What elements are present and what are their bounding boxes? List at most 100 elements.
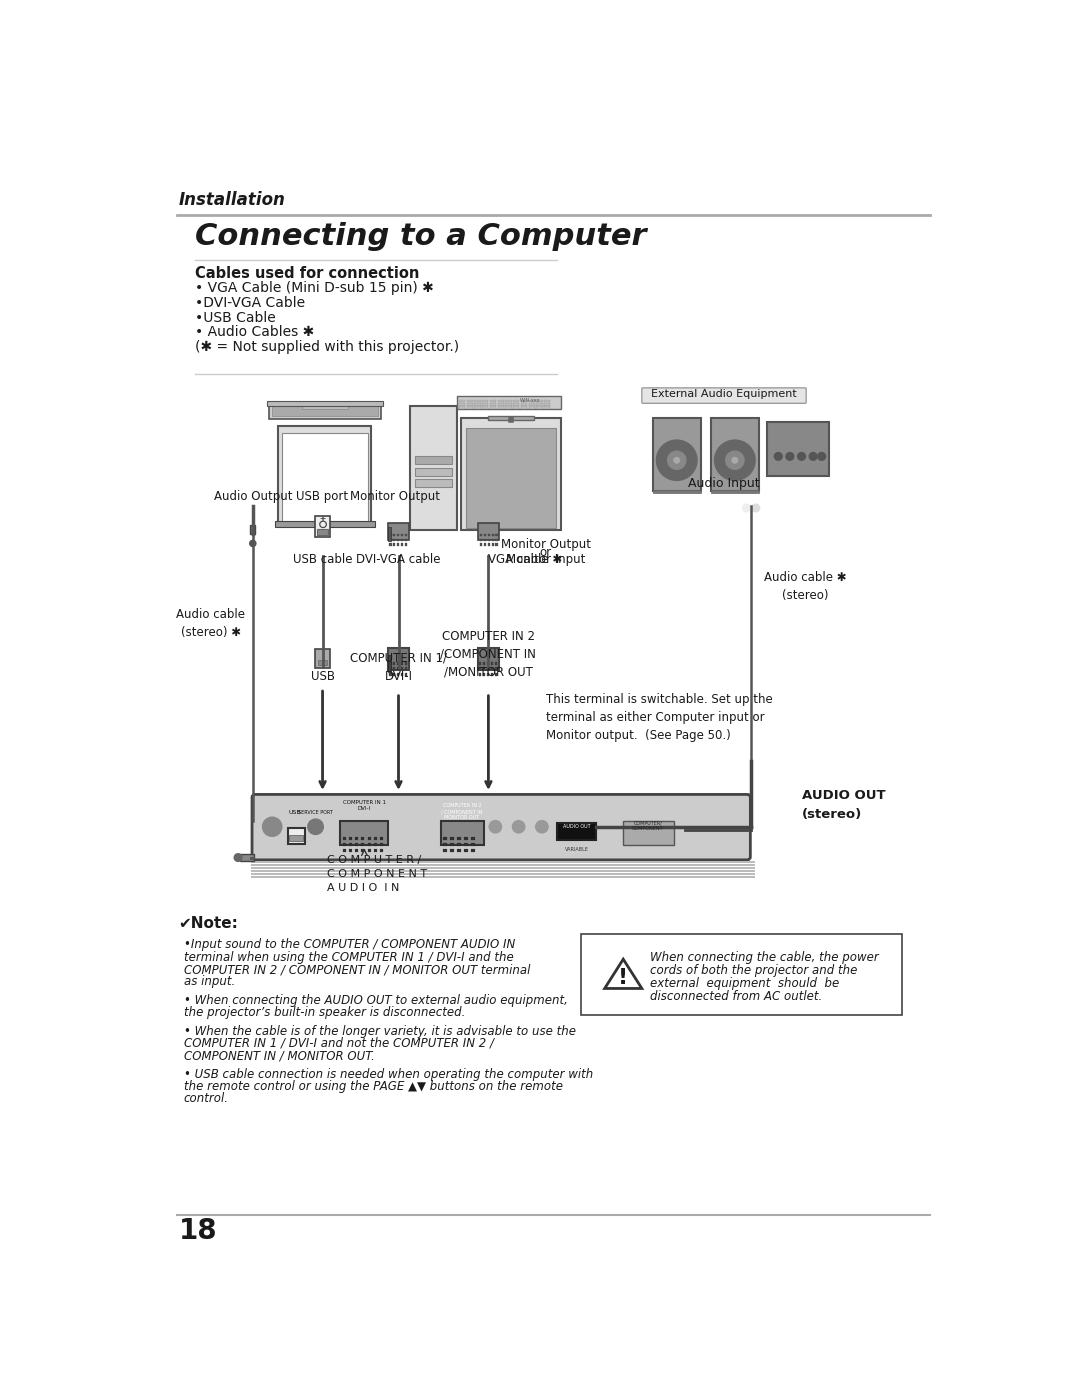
Bar: [557, 823, 596, 840]
Circle shape: [512, 820, 525, 833]
Bar: [389, 543, 392, 546]
Bar: [444, 837, 447, 840]
Bar: [480, 668, 482, 671]
Bar: [342, 849, 346, 852]
Bar: [490, 662, 494, 665]
Bar: [393, 673, 395, 676]
Circle shape: [234, 854, 242, 862]
Bar: [496, 543, 498, 546]
Text: external  equipment  should  be: external equipment should be: [650, 977, 839, 990]
Bar: [444, 849, 447, 852]
Text: VGA cable ✱: VGA cable ✱: [488, 553, 563, 566]
Bar: [405, 534, 407, 536]
Circle shape: [809, 453, 816, 460]
Text: control.: control.: [184, 1092, 229, 1105]
Circle shape: [262, 817, 282, 835]
Bar: [301, 402, 348, 409]
Bar: [349, 849, 352, 852]
Bar: [491, 534, 494, 536]
Bar: [537, 404, 542, 405]
Bar: [401, 662, 403, 665]
Circle shape: [667, 451, 686, 469]
Text: • When connecting the AUDIO OUT to external audio equipment,: • When connecting the AUDIO OUT to exter…: [184, 993, 568, 1007]
Bar: [488, 539, 490, 541]
Bar: [401, 534, 403, 536]
Bar: [521, 404, 527, 405]
Bar: [389, 534, 392, 536]
Text: Monitor Input: Monitor Input: [507, 553, 585, 566]
Bar: [444, 842, 447, 847]
Bar: [374, 837, 377, 840]
Bar: [482, 407, 488, 409]
Bar: [652, 418, 701, 490]
Bar: [495, 673, 497, 676]
Bar: [487, 662, 489, 665]
FancyBboxPatch shape: [252, 795, 751, 861]
Bar: [459, 400, 465, 402]
Bar: [362, 849, 364, 852]
Bar: [269, 402, 381, 419]
Bar: [474, 400, 481, 402]
Bar: [491, 539, 494, 541]
Text: C O M P U T E R /
C O M P O N E N T
A U D I O  I N: C O M P U T E R / C O M P O N E N T A U …: [327, 855, 428, 894]
Bar: [495, 662, 497, 665]
Bar: [521, 400, 527, 402]
Text: Audio Input: Audio Input: [688, 478, 760, 490]
Bar: [471, 842, 475, 847]
Bar: [441, 820, 484, 845]
Bar: [581, 933, 902, 1014]
Bar: [287, 828, 305, 844]
Text: VARIABLE: VARIABLE: [565, 848, 589, 852]
Bar: [397, 668, 400, 671]
Bar: [460, 418, 562, 529]
Bar: [252, 866, 755, 869]
Bar: [388, 648, 409, 669]
Bar: [480, 662, 482, 665]
Bar: [495, 668, 497, 671]
Polygon shape: [605, 960, 642, 989]
Bar: [480, 673, 482, 676]
Bar: [367, 837, 370, 840]
Circle shape: [715, 440, 755, 481]
Bar: [389, 673, 392, 676]
Circle shape: [249, 541, 256, 546]
Bar: [488, 534, 490, 536]
Text: 18: 18: [178, 1217, 217, 1246]
Bar: [467, 404, 473, 405]
Text: USB: USB: [288, 810, 301, 814]
Text: Monitor Output: Monitor Output: [350, 490, 440, 503]
Circle shape: [798, 453, 806, 460]
Text: (✱ = Not supplied with this projector.): (✱ = Not supplied with this projector.): [195, 339, 460, 353]
Bar: [484, 539, 486, 541]
Bar: [458, 849, 461, 852]
Circle shape: [308, 819, 323, 834]
Bar: [513, 407, 519, 409]
Bar: [380, 837, 383, 840]
Bar: [274, 521, 375, 527]
Bar: [537, 407, 542, 409]
Bar: [318, 661, 327, 665]
Bar: [397, 662, 400, 665]
Bar: [405, 673, 407, 676]
Bar: [480, 539, 482, 541]
Bar: [480, 534, 482, 536]
Text: •DVI-VGA Cable: •DVI-VGA Cable: [195, 296, 306, 310]
Circle shape: [536, 820, 548, 833]
Bar: [537, 400, 542, 402]
Bar: [513, 400, 519, 402]
Bar: [458, 837, 461, 840]
Text: Cables used for connection: Cables used for connection: [195, 265, 420, 281]
Circle shape: [818, 453, 825, 460]
Bar: [342, 842, 346, 847]
Text: • When the cable is of the longer variety, it is advisable to use the: • When the cable is of the longer variet…: [184, 1024, 576, 1038]
Bar: [491, 543, 494, 546]
Bar: [289, 835, 303, 841]
Bar: [405, 662, 407, 665]
Bar: [374, 849, 377, 852]
Text: SERVICE PORT: SERVICE PORT: [298, 810, 333, 814]
Bar: [490, 668, 494, 671]
Bar: [393, 534, 395, 536]
Bar: [474, 407, 481, 409]
Text: USB: USB: [311, 669, 335, 683]
Bar: [251, 525, 255, 534]
